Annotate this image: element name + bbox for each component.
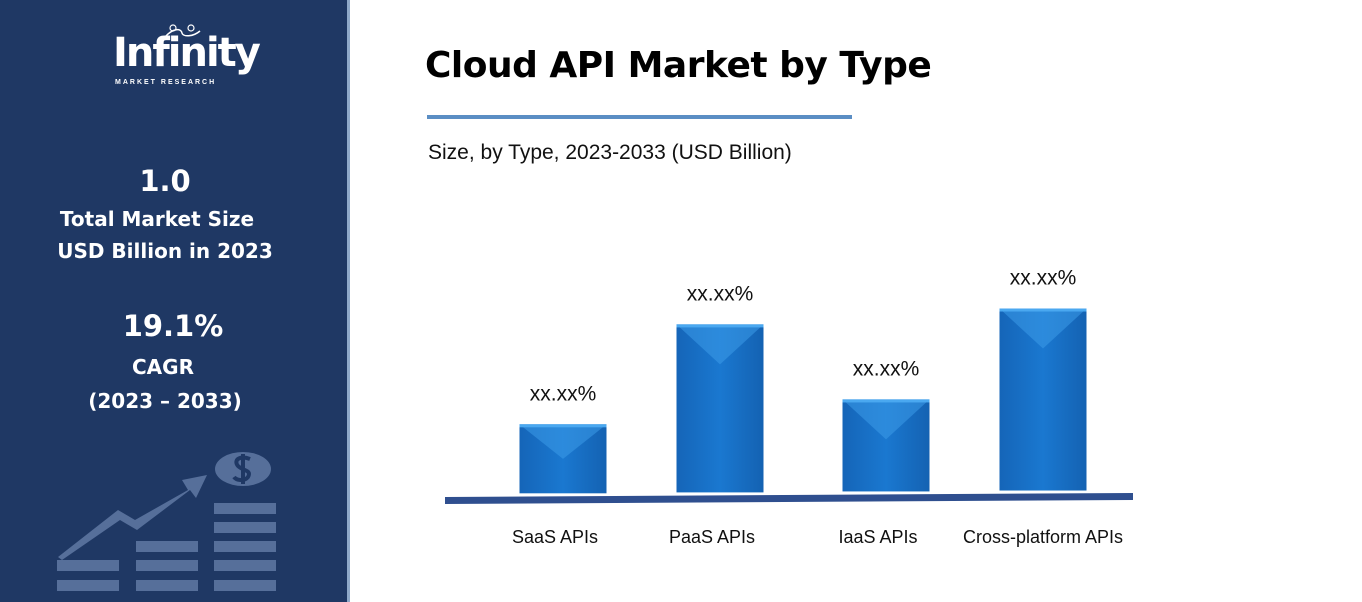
market-size-value: 1.0 — [139, 164, 191, 198]
logo-infinity-icon — [164, 24, 201, 38]
data-label-0: xx.xx% — [530, 382, 597, 405]
chart-title: Cloud API Market by Type — [425, 45, 932, 86]
sidebar: Infinity MARKET RESEARCH 1.0 Total Marke… — [0, 0, 350, 602]
bar-stack-icon — [57, 503, 276, 591]
growth-arrow-icon — [58, 475, 207, 560]
bar-highlight-1 — [676, 324, 764, 365]
cagr-label: CAGR — [132, 355, 194, 379]
chart-subtitle: Size, by Type, 2023-2033 (USD Billion) — [428, 141, 792, 164]
bar-top-edge-3 — [999, 308, 1087, 312]
logo: Infinity MARKET RESEARCH — [105, 24, 261, 94]
market-size-label: Total Market Size — [59, 207, 255, 231]
cagr-value: 19.1% — [122, 309, 224, 343]
data-label-3: xx.xx% — [1010, 267, 1077, 290]
title-divider — [427, 115, 852, 119]
data-label-1: xx.xx% — [687, 282, 754, 305]
market-size-unit: USD Billion in 2023 — [57, 239, 273, 263]
growth-illustration — [57, 452, 276, 591]
cagr-period: (2023 – 2033) — [88, 389, 242, 413]
bar-chart: xx.xx% SaaS APIs xx.xx% PaaS APIs xx.xx% IaaS… — [445, 267, 1133, 547]
bar-top-edge-0 — [519, 424, 607, 428]
x-axis-baseline — [445, 493, 1133, 504]
category-label-2: IaaS APIs — [838, 527, 917, 547]
dollar-sign-icon — [232, 454, 251, 484]
bar-highlight-0 — [519, 424, 607, 459]
bar-top-edge-2 — [842, 399, 930, 403]
bar-highlight-3 — [999, 308, 1087, 349]
logo-text: Infinity — [113, 30, 261, 76]
bar-top-edge-1 — [676, 324, 764, 328]
category-label-0: SaaS APIs — [512, 527, 598, 547]
logo-subtext: MARKET RESEARCH — [115, 79, 217, 86]
category-label-3: Cross-platform APIs — [963, 527, 1123, 547]
data-label-2: xx.xx% — [853, 357, 920, 380]
category-label-1: PaaS APIs — [669, 527, 755, 547]
bar-highlight-2 — [842, 399, 930, 440]
